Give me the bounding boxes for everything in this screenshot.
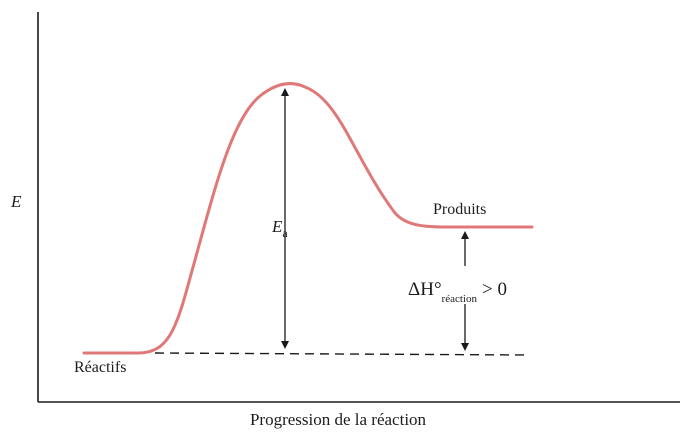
x-axis-label: Progression de la réaction — [250, 410, 427, 429]
products-label: Produits — [433, 201, 486, 218]
energy-profile-curve — [82, 82, 534, 355]
enthalpy-label: ΔH°réaction > 0 — [408, 279, 507, 305]
activation-energy-label: Ea — [271, 217, 288, 240]
reactant-level-dashed-line — [154, 352, 529, 356]
y-axis-label: E — [10, 192, 22, 211]
reactants-label: Réactifs — [74, 359, 126, 376]
